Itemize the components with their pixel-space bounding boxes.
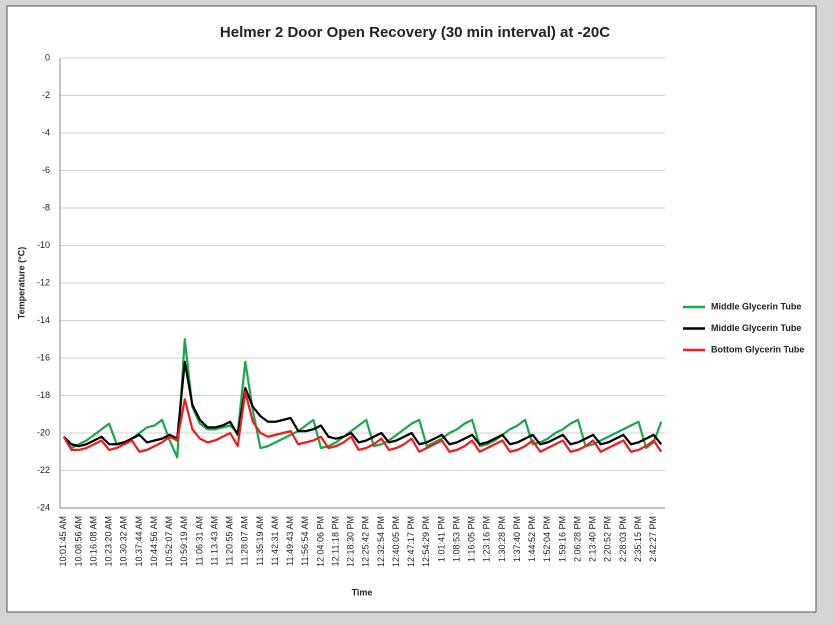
y-tick-label: 0 xyxy=(45,52,50,62)
x-axis-label: Time xyxy=(352,587,373,597)
x-tick-label: 12:47:17 PM xyxy=(406,516,416,567)
legend-label: Middle Glycerin Tube xyxy=(711,301,801,311)
x-tick-label: 10:37:44 AM xyxy=(134,516,144,567)
chart-title: Helmer 2 Door Open Recovery (30 min inte… xyxy=(220,24,610,41)
legend-label: Bottom Glycerin Tube xyxy=(711,344,804,354)
y-tick-label: -22 xyxy=(37,465,50,475)
x-tick-label: 10:01:45 AM xyxy=(58,516,68,567)
x-tick-label: 1:52:04 PM xyxy=(542,516,552,562)
x-tick-label: 1:01:41 PM xyxy=(436,516,446,562)
x-tick-label: 1:23:16 PM xyxy=(482,516,492,562)
series-line xyxy=(62,338,663,459)
y-tick-label: -4 xyxy=(42,127,50,137)
x-tick-label: 1:37:40 PM xyxy=(512,516,522,562)
y-tick-label: -24 xyxy=(37,502,50,512)
x-tick-label: 2:28:03 PM xyxy=(618,516,628,562)
y-tick-label: -20 xyxy=(37,427,50,437)
chart-panel xyxy=(6,5,817,613)
y-tick-label: -16 xyxy=(37,352,50,362)
x-tick-label: 12:25:42 PM xyxy=(361,516,371,567)
x-tick-label: 10:30:32 AM xyxy=(119,516,129,567)
y-tick-label: -14 xyxy=(37,315,50,325)
x-tick-label: 12:11:18 PM xyxy=(330,516,340,566)
y-tick-label: -6 xyxy=(42,165,50,175)
x-tick-label: 12:40:05 PM xyxy=(391,516,401,567)
x-tick-label: 11:28:07 AM xyxy=(240,516,250,566)
y-tick-label: -18 xyxy=(37,390,50,400)
x-tick-label: 11:49:43 AM xyxy=(285,516,295,566)
x-tick-label: 2:35:15 PM xyxy=(633,516,643,562)
x-tick-label: 10:08:56 AM xyxy=(73,516,83,567)
x-tick-label: 2:20:52 PM xyxy=(603,516,613,562)
series-line xyxy=(62,390,663,453)
x-tick-label: 12:54:29 PM xyxy=(421,516,431,567)
x-tick-label: 10:16:08 AM xyxy=(88,516,98,567)
legend-label: Middle Glycerin Tube xyxy=(711,323,801,333)
x-tick-label: 10:44:56 AM xyxy=(149,516,159,567)
x-tick-label: 10:52:07 AM xyxy=(164,516,174,567)
x-tick-label: 11:06:31 AM xyxy=(194,516,204,566)
x-tick-label: 12:32:54 PM xyxy=(376,516,386,567)
y-tick-label: -8 xyxy=(42,202,50,212)
x-tick-label: 1:59:16 PM xyxy=(557,516,567,562)
x-tick-label: 1:44:52 PM xyxy=(527,516,537,562)
x-tick-label: 10:59:19 AM xyxy=(179,516,189,567)
y-tick-label: -10 xyxy=(37,240,50,250)
y-tick-label: -12 xyxy=(37,277,50,287)
x-tick-label: 11:42:31 AM xyxy=(270,516,280,566)
y-tick-label: -2 xyxy=(42,90,50,100)
x-tick-label: 11:56:54 AM xyxy=(300,516,310,566)
x-tick-label: 12:18:30 PM xyxy=(346,516,356,567)
x-tick-label: 12:04:06 PM xyxy=(315,516,325,567)
x-tick-label: 2:06:28 PM xyxy=(572,516,582,562)
series-line xyxy=(63,360,663,448)
x-tick-label: 11:13:43 AM xyxy=(209,516,219,566)
x-tick-label: 11:20:55 AM xyxy=(225,516,235,566)
y-axis-label: Temperature (°C) xyxy=(16,247,26,319)
x-tick-label: 2:42:27 PM xyxy=(648,516,658,562)
x-tick-label: 11:35:19 AM xyxy=(255,516,265,566)
x-tick-label: 1:16:05 PM xyxy=(467,516,477,562)
x-tick-label: 2:13:40 PM xyxy=(588,516,598,562)
x-tick-label: 10:23:20 AM xyxy=(104,516,114,567)
x-tick-label: 1:30:28 PM xyxy=(497,516,507,562)
x-tick-label: 1:08:53 PM xyxy=(451,516,461,562)
